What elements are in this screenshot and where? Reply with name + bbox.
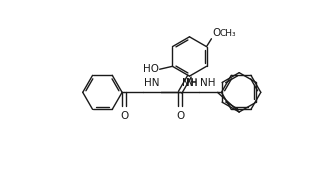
Text: O: O <box>212 28 221 38</box>
Text: O: O <box>120 111 128 121</box>
Text: HO: HO <box>143 64 159 74</box>
Text: NH: NH <box>200 78 216 88</box>
Text: CH₃: CH₃ <box>219 29 236 38</box>
Text: N: N <box>185 78 193 88</box>
Text: HN: HN <box>144 78 160 88</box>
Text: O: O <box>176 111 184 121</box>
Text: NH: NH <box>182 78 197 88</box>
Text: H: H <box>191 79 197 88</box>
